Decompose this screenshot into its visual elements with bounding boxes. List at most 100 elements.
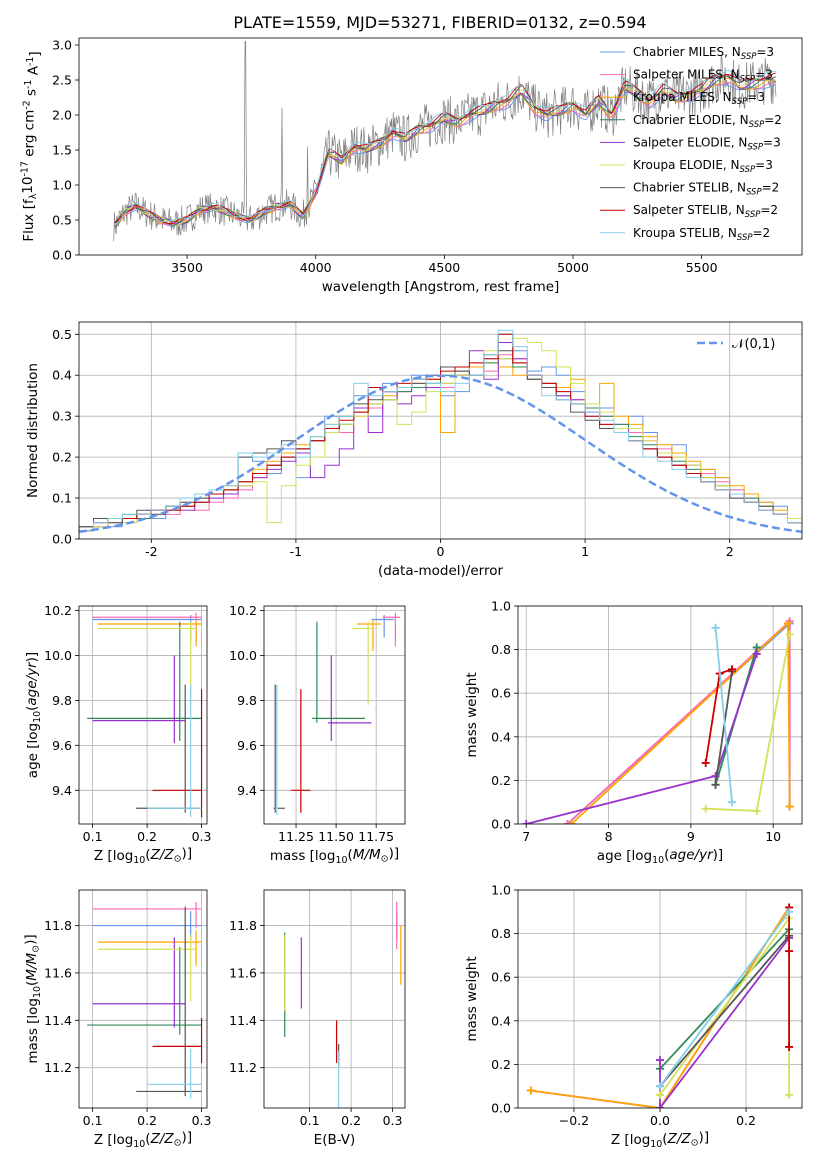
x-tick-label: 0.1: [83, 1113, 103, 1128]
spectrum-legend: Chabrier MILES, NSSP=3 Salpeter MILES, NS…: [600, 45, 782, 243]
axes-frame: [78, 605, 208, 825]
y-tick-label: 9.8: [237, 693, 257, 708]
mass-weight-marker: [728, 665, 737, 674]
y-tick-label: 1.0: [491, 599, 511, 614]
y-tick-label: 11.6: [44, 965, 72, 980]
legend-entry: Kroupa STELIB, NSSP=2: [633, 226, 770, 243]
x-tick-label: 1: [581, 544, 589, 559]
y-tick-label: 11.4: [229, 1013, 257, 1028]
residual-histogram: [79, 333, 802, 539]
plot-area-age-vs-Z: [79, 606, 207, 824]
mass-weight-marker: [711, 772, 720, 781]
y-tick-label: 11.2: [229, 1060, 257, 1075]
x-tick-label: 0.2: [736, 1113, 756, 1128]
mass-weight-marker: [785, 907, 794, 916]
mass-weight-line: [659, 935, 790, 1087]
mass-weight-marker: [785, 802, 794, 811]
mass-weight-line: [530, 906, 790, 1108]
panel-age-vs-Z: 0.1 0.2 0.3 9.4 9.6 9.8 10.0 10.2 Z [log10​(Z/Z⊙…: [24, 603, 212, 866]
y-tick-label: 2.5: [52, 73, 72, 88]
mass-weight-marker: [656, 1082, 664, 1091]
plot-area-mass-vs-Z: [79, 890, 207, 1108]
mass-weight-marker: [785, 1090, 794, 1099]
y-tick-label: 0.5: [52, 327, 72, 342]
y-tick-label: 0.5: [52, 213, 72, 228]
normal-reference-curve: [79, 374, 802, 534]
y-tick-label: 0.0: [491, 1101, 511, 1116]
legend-entry: 𝒩(0,1): [732, 337, 775, 352]
y-tick-label: 1.0: [491, 883, 511, 898]
y-tick-label: 0.0: [52, 532, 72, 547]
legend-entry: Chabrier STELIB, NSSP=2: [633, 181, 779, 198]
y-tick-label: 1.0: [52, 178, 72, 193]
y-tick-label: 0.4: [491, 1013, 511, 1028]
axes-frame: [517, 605, 803, 825]
model-spectrum-line: [114, 73, 776, 228]
panel-age-vs-mass: 11.25 11.50 11.75 9.4 9.6 9.8 10.0 10.2 mass [lo…: [229, 603, 406, 866]
y-tick-label: 3.0: [52, 38, 72, 53]
y-axis-label: age [log10​(age/yr)]: [24, 652, 43, 778]
panel-massweight-vs-Z: −0.2 0.0 0.2 0.0 0.2 0.4 0.6 0.8 1.0 Z [log10​(Z/…: [464, 883, 803, 1150]
x-tick-label: 8: [605, 829, 613, 844]
y-axis-label: Normed distribution: [25, 363, 41, 498]
grid-mass-vs-Z: [79, 890, 207, 1108]
mass-weight-line: [659, 937, 790, 1108]
x-tick-label: 11.25: [278, 829, 314, 844]
panel-mass-vs-EBV: 0.1 0.2 0.3 11.2 11.4 11.6 11.8 E(B-V): [229, 889, 406, 1148]
plot-area-residuals: [79, 322, 802, 539]
mass-weight-marker: [785, 947, 794, 956]
mass-weight-marker: [728, 798, 737, 807]
x-tick-label: 0.2: [137, 829, 157, 844]
mass-weight-marker: [785, 1042, 794, 1051]
mass-weight-marker: [752, 806, 761, 815]
y-tick-label: 0.2: [52, 450, 72, 465]
y-tick-label: 10.0: [44, 648, 72, 663]
x-axis-label: age [log10​(age/yr)]: [597, 847, 723, 866]
y-axis-label: Flux [fλ​10-17​ erg cm-2​ s-1​ A-1​]: [20, 51, 44, 241]
plot-area-mass-vs-EBV: [264, 890, 405, 1108]
x-tick-label: 0.1: [83, 829, 103, 844]
grid-age-vs-Z: [79, 606, 207, 824]
x-tick-label: 4000: [300, 260, 332, 275]
mass-weight-marker: [526, 1086, 535, 1095]
plot-area-massweight-vs-Z: [518, 890, 802, 1108]
axes-frame: [78, 889, 208, 1109]
y-tick-label: 11.6: [229, 965, 257, 980]
x-tick-label: 9: [687, 829, 695, 844]
axes-frame: [78, 321, 803, 540]
x-axis-label: wavelength [Angstrom, rest frame]: [322, 279, 560, 295]
data-spectrum-line: [113, 41, 777, 242]
y-tick-label: 9.8: [52, 693, 72, 708]
y-tick-label: 9.6: [52, 738, 72, 753]
x-tick-label: 3500: [171, 260, 203, 275]
y-axis-label: mass weight: [464, 672, 480, 757]
x-tick-label: 0.0: [650, 1113, 670, 1128]
mass-weight-marker: [656, 1056, 664, 1065]
y-tick-label: 9.4: [237, 783, 257, 798]
mass-weight-line: [714, 671, 733, 785]
x-axis-label: E(B-V): [314, 1132, 356, 1148]
axes-frame: [78, 37, 803, 256]
x-tick-label: 0.3: [192, 1113, 212, 1128]
x-axis-label: mass [log10​(M/M⊙​)]: [270, 846, 399, 866]
legend-entry: Chabrier ELODIE, NSSP=2: [633, 113, 782, 130]
x-tick-label: 0.2: [341, 1113, 361, 1128]
axes-frame: [517, 889, 803, 1109]
mass-weight-marker: [522, 820, 531, 824]
model-spectrum-line: [114, 69, 776, 226]
mass-weight-marker: [711, 623, 720, 632]
mass-weight-marker: [567, 820, 576, 824]
y-tick-label: 11.2: [44, 1060, 72, 1075]
y-tick-label: 2.0: [52, 108, 72, 123]
grid-massweight-vs-age: [518, 606, 802, 824]
x-axis-label: (data-model)/error: [378, 563, 504, 579]
panel-residuals: -2 -1 0 1 2 0.0 0.1 0.2 0.3 0.4 0.5 (data-model)/er…: [25, 321, 803, 579]
legend-entry: Chabrier MILES, NSSP=3: [633, 45, 774, 62]
y-tick-label: 0.1: [52, 491, 72, 506]
grid-mass-vs-EBV: [264, 890, 405, 1108]
y-tick-label: 9.4: [52, 783, 72, 798]
y-axis-label: mass [log10​(M/M⊙​)]: [23, 934, 43, 1063]
y-tick-label: 0.0: [491, 817, 511, 832]
y-tick-label: 9.6: [237, 738, 257, 753]
